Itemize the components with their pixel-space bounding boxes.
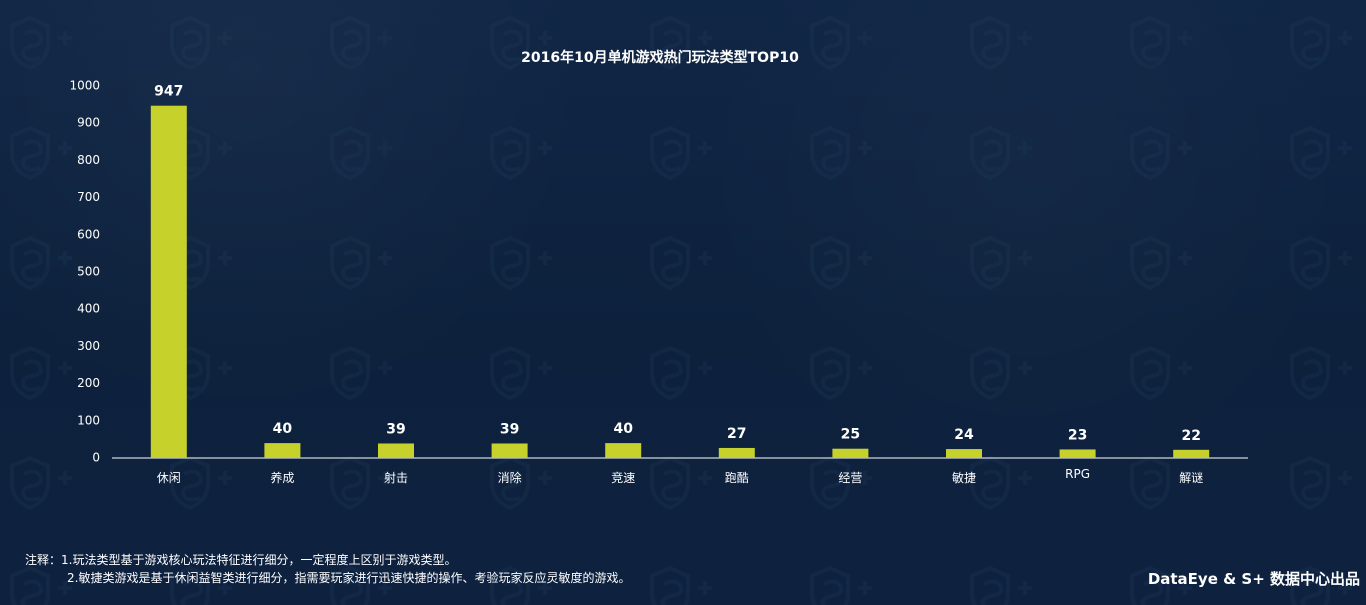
y-tick-label: 1000 bbox=[69, 79, 100, 93]
value-label-6: 25 bbox=[841, 427, 860, 443]
bar-7 bbox=[946, 449, 982, 458]
value-label-2: 39 bbox=[386, 421, 405, 437]
value-label-3: 39 bbox=[500, 421, 519, 437]
value-label-9: 22 bbox=[1181, 428, 1200, 444]
y-tick-label: 100 bbox=[77, 413, 100, 427]
chart-note: 注释：1.玩法类型基于游戏核心玩法特征进行细分，一定程度上区别于游戏类型。 2.… bbox=[25, 551, 630, 587]
category-label-3: 消除 bbox=[498, 470, 522, 485]
category-label-4: 竞速 bbox=[611, 471, 635, 485]
category-label-8: RPG bbox=[1065, 467, 1090, 481]
note-line-1: 注释：1.玩法类型基于游戏核心玩法特征进行细分，一定程度上区别于游戏类型。 bbox=[25, 553, 457, 567]
value-label-0: 947 bbox=[154, 84, 183, 100]
category-label-9: 解谜 bbox=[1179, 471, 1203, 485]
bar-2 bbox=[378, 443, 414, 458]
bar-4 bbox=[605, 443, 642, 458]
y-tick-label: 0 bbox=[92, 451, 100, 465]
bar-6 bbox=[832, 448, 869, 458]
bars-group bbox=[150, 105, 1210, 458]
y-tick-label: 300 bbox=[77, 339, 100, 353]
category-label-6: 经营 bbox=[838, 471, 862, 485]
y-tick-label: 600 bbox=[77, 227, 100, 241]
category-label-0: 休闲 bbox=[157, 471, 181, 485]
bar-3 bbox=[491, 443, 528, 458]
value-label-1: 40 bbox=[273, 421, 293, 437]
chart-title: 2016年10月单机游戏热门玩法类型TOP10 bbox=[521, 49, 799, 66]
y-tick-label: 500 bbox=[77, 265, 100, 279]
category-label-7: 敏捷 bbox=[952, 470, 976, 485]
y-tick-label: 700 bbox=[77, 190, 100, 204]
bar-8 bbox=[1059, 449, 1096, 458]
y-tick-label: 400 bbox=[77, 302, 100, 316]
category-label-1: 养成 bbox=[270, 470, 294, 485]
category-label-2: 射击 bbox=[384, 470, 408, 485]
bar-0 bbox=[150, 105, 187, 458]
footer-brand: DataEye & S+ 数据中心出品 bbox=[1147, 570, 1360, 588]
value-label-4: 40 bbox=[613, 421, 633, 437]
category-labels-group: 休闲 养成 射击 消除 竞速 跑酷 经营 敏捷 RPG 解谜 bbox=[157, 467, 1203, 485]
y-tick-label: 800 bbox=[77, 153, 100, 167]
bar-5 bbox=[718, 447, 755, 458]
value-label-8: 23 bbox=[1068, 427, 1087, 443]
value-labels-group: 947 40 39 39 40 27 25 24 23 22 bbox=[154, 84, 1201, 444]
y-tick-label: 200 bbox=[77, 376, 100, 390]
value-label-7: 24 bbox=[954, 427, 974, 443]
y-tick-label: 900 bbox=[77, 116, 100, 130]
bar-1 bbox=[264, 443, 301, 458]
y-axis: 0 100 200 300 400 500 600 700 800 900 1000 bbox=[69, 79, 100, 465]
note-line-2: 2.敏捷类游戏是基于休闲益智类进行细分，指需要玩家进行迅速快捷的操作、考验玩家反… bbox=[67, 571, 631, 585]
category-label-5: 跑酷 bbox=[725, 471, 749, 485]
bar-9 bbox=[1173, 449, 1210, 458]
value-label-5: 27 bbox=[727, 426, 746, 442]
